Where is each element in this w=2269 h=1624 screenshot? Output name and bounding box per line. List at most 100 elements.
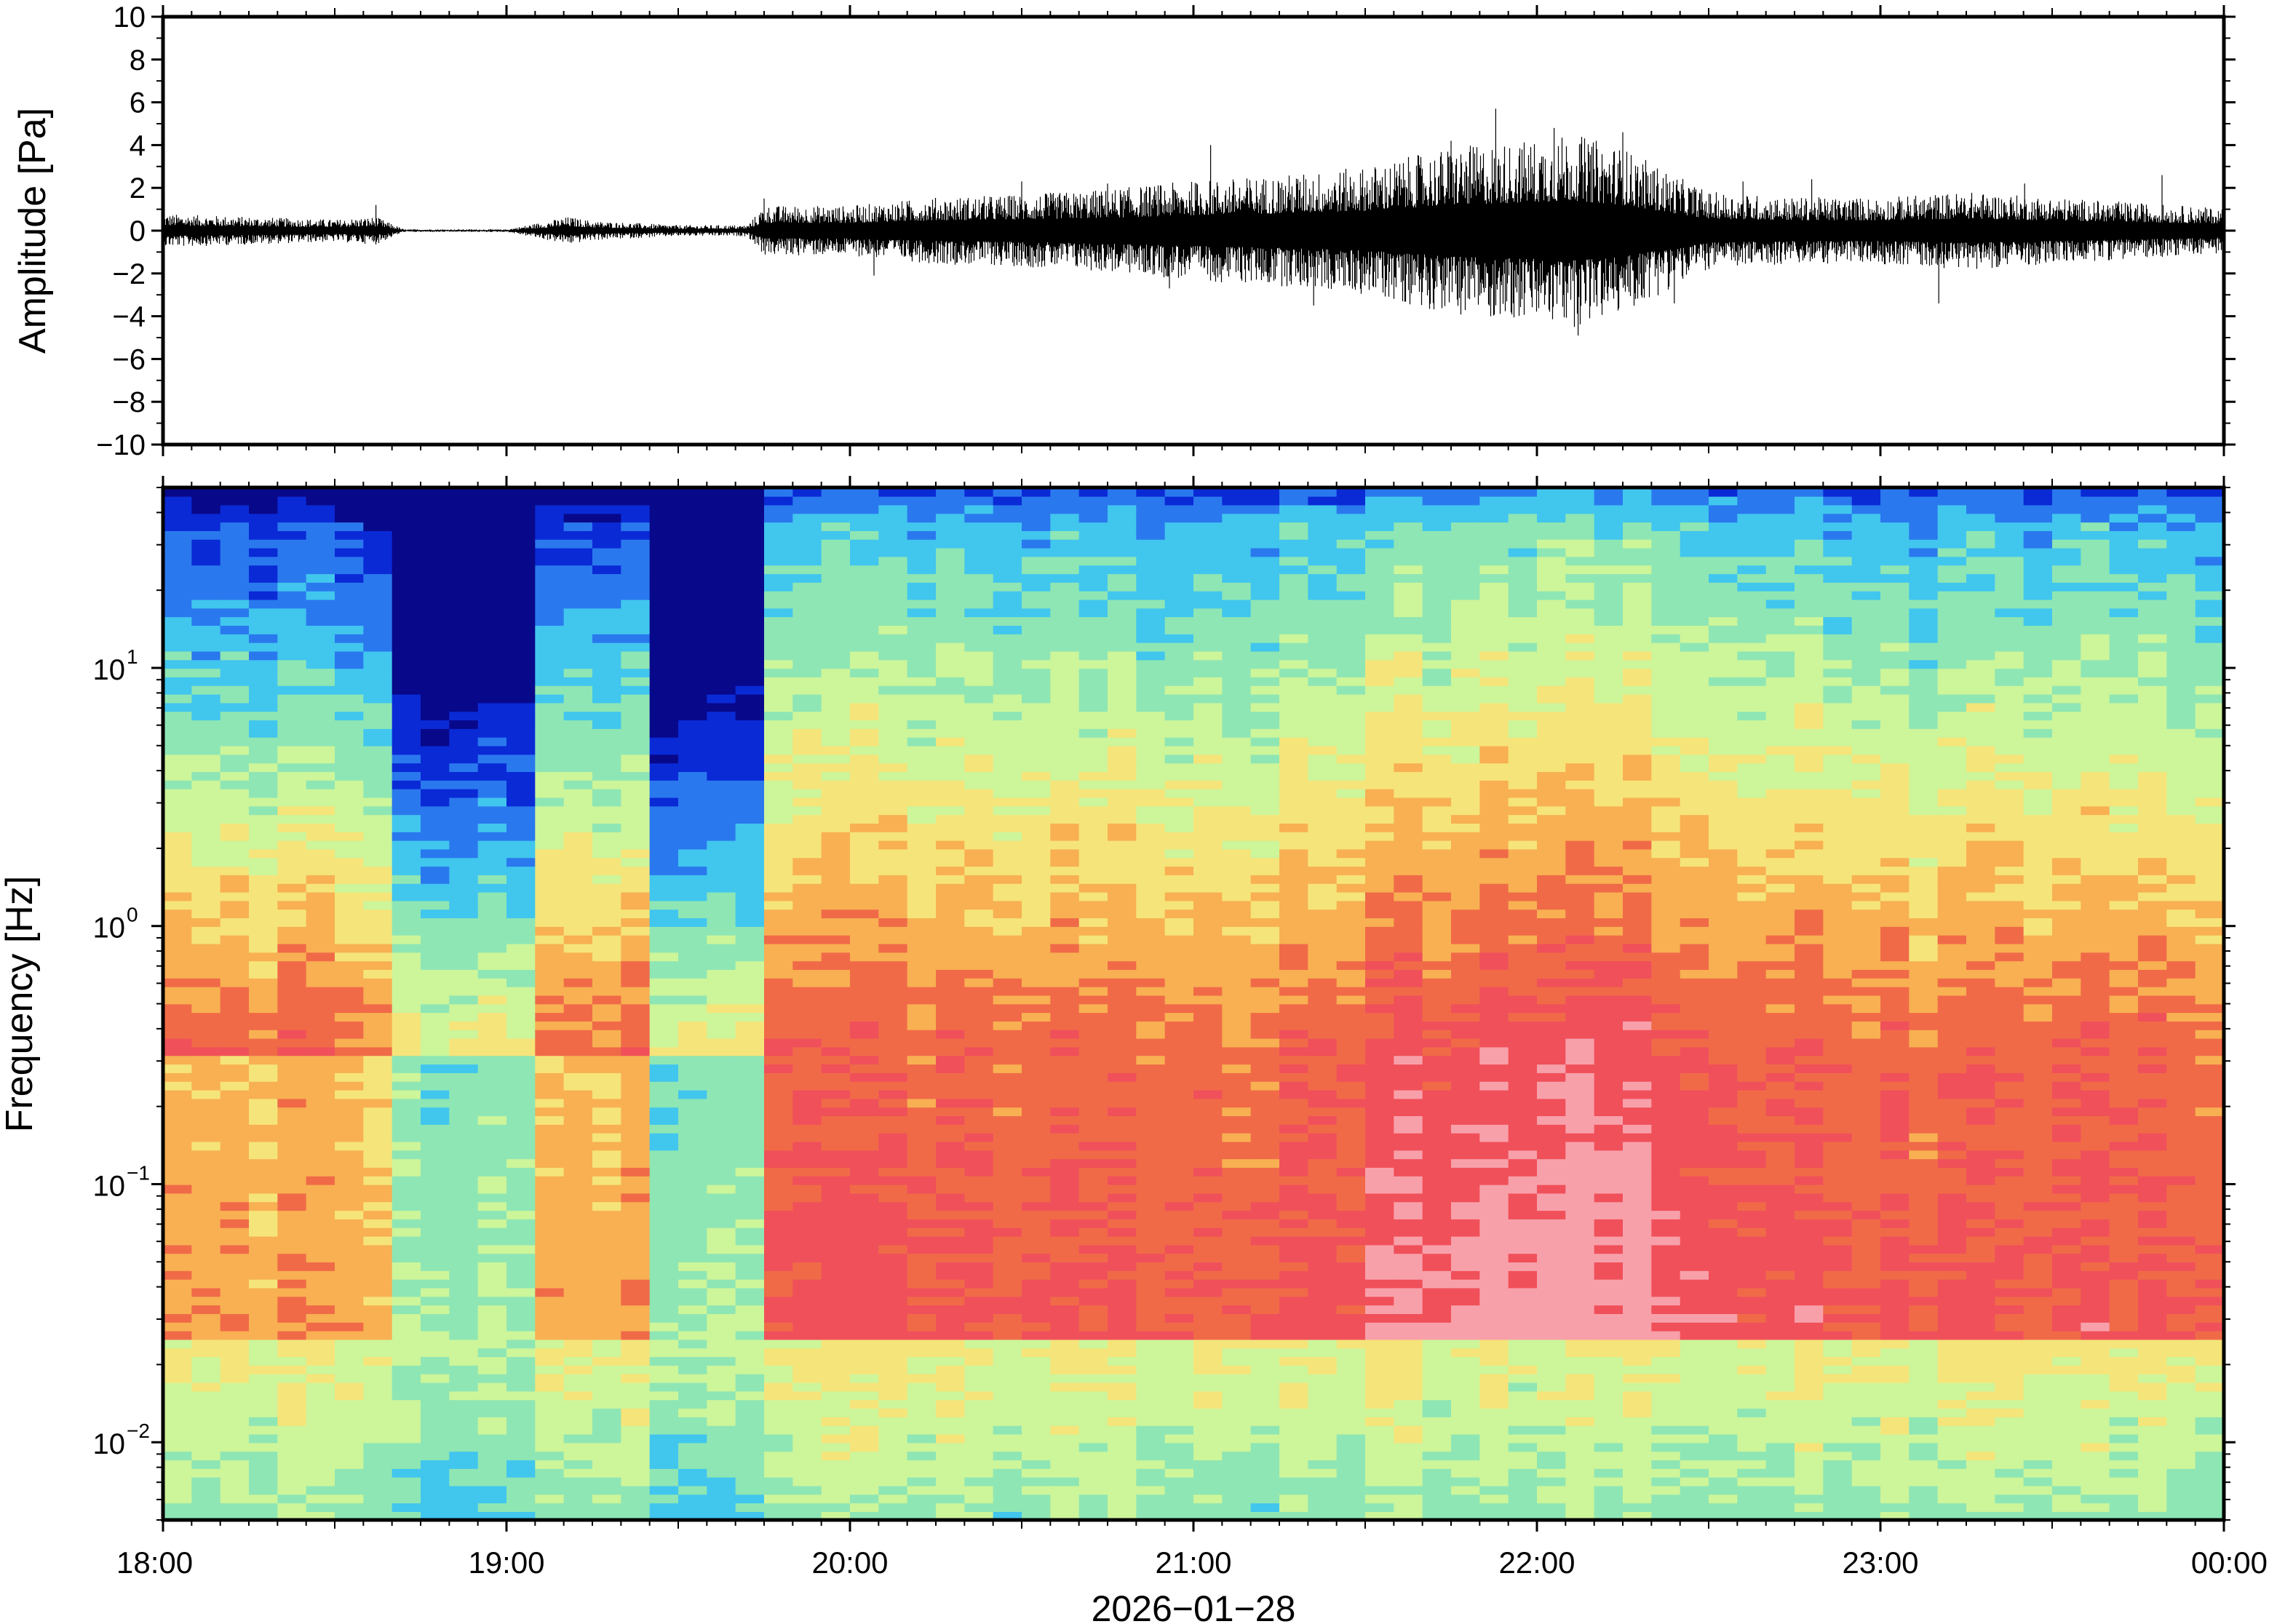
spectrogram-cell <box>277 677 307 686</box>
spectrogram-cell <box>163 823 193 832</box>
spectrogram-cell <box>821 1468 851 1478</box>
spectrogram-cell <box>907 1158 937 1168</box>
spectrogram-cell <box>993 599 1022 609</box>
spectrogram-cell <box>535 616 565 626</box>
spectrogram-cell <box>306 1417 335 1426</box>
spectrogram-cell <box>1164 814 1194 824</box>
spectrogram-cell <box>678 1408 708 1417</box>
spectrogram-cell <box>850 495 880 506</box>
spectrogram-cell <box>1250 1382 1280 1392</box>
spectrogram-cell <box>163 504 193 514</box>
spectrogram-cell <box>191 634 221 643</box>
spectrogram-cell <box>1250 1278 1280 1289</box>
spectrogram-cell <box>964 1080 994 1091</box>
spectrogram-cell <box>878 814 908 824</box>
spectrogram-cell <box>421 556 450 566</box>
spectrogram-cell <box>306 1021 335 1030</box>
spectrogram-cell <box>421 866 450 875</box>
spectrogram-cell <box>220 513 250 523</box>
spectrogram-cell <box>1108 1089 1137 1099</box>
spectrogram-cell <box>792 745 822 755</box>
spectrogram-cell <box>449 1322 479 1332</box>
spectrogram-cell <box>621 1038 651 1048</box>
spectrogram-cell <box>964 1141 994 1151</box>
spectrogram-cell <box>621 1072 651 1082</box>
spectrogram-cell <box>163 1365 193 1374</box>
spectrogram-cell <box>792 943 822 953</box>
spectrogram-cell <box>1250 1227 1280 1237</box>
spectrogram-cell <box>449 1107 479 1117</box>
spectrogram-cell <box>1193 1373 1223 1383</box>
spectrogram-cell <box>277 943 307 953</box>
spectrogram-cell <box>1164 565 1194 575</box>
spectrogram-cell <box>306 728 335 738</box>
spectrogram-cell <box>335 677 365 686</box>
spectrogram-cell <box>678 1072 708 1082</box>
spectrogram-cell <box>764 1089 794 1099</box>
spectrogram-cell <box>277 960 307 971</box>
spectrogram-cell <box>1050 1029 1080 1039</box>
spectrogram-cell <box>735 986 765 996</box>
spectrogram-cell <box>335 943 365 953</box>
spectrogram-cell <box>363 513 393 523</box>
spectrogram-cell <box>993 1485 1022 1495</box>
spectrogram-cell <box>821 1227 851 1237</box>
spectrogram-cell <box>707 1305 736 1315</box>
spectrogram-cell <box>220 1348 250 1358</box>
spectrogram-cell <box>993 693 1022 704</box>
spectrogram-cell <box>1078 530 1108 540</box>
spectrogram-cell <box>1222 848 1252 859</box>
spectrogram-cell <box>392 538 421 549</box>
spectrogram-cell <box>535 608 565 618</box>
spectrogram-cell <box>1279 1485 1309 1495</box>
spectrogram-cell <box>363 1330 393 1340</box>
spectrogram-cell <box>477 1476 507 1486</box>
spectrogram-cell <box>1164 960 1194 971</box>
spectrogram-cell <box>1193 1399 1223 1409</box>
spectrogram-cell <box>850 780 880 789</box>
spectrogram-cell <box>306 573 335 583</box>
spectrogram-cell <box>621 832 651 841</box>
spectrogram-cell <box>621 918 651 927</box>
spectrogram-cell <box>363 900 393 910</box>
spectrogram-cell <box>1136 616 1166 626</box>
spectrogram-cell <box>735 1244 765 1254</box>
spectrogram-cell <box>306 1055 335 1065</box>
spectrogram-cell <box>277 1468 307 1478</box>
spectrogram-cell <box>1250 1244 1280 1254</box>
spectrogram-cell <box>792 608 822 618</box>
spectrogram-cell <box>1222 659 1252 669</box>
spectrogram-cell <box>421 1373 450 1383</box>
spectrogram-cell <box>249 1433 279 1444</box>
spectrogram-cell <box>335 642 365 652</box>
spectrogram-cell <box>306 1029 335 1039</box>
spectrogram-cell <box>249 608 279 618</box>
spectrogram-cell <box>1193 1253 1223 1263</box>
spectrogram-cell <box>363 1356 393 1366</box>
spectrogram-cell <box>707 1451 736 1461</box>
spectrogram-cell <box>249 1399 279 1409</box>
spectrogram-cell <box>850 1485 880 1495</box>
spectrogram-cell <box>850 978 880 987</box>
spectrogram-cell <box>792 969 822 979</box>
spectrogram-cell <box>506 487 536 497</box>
spectrogram-cell <box>1022 1305 1052 1315</box>
spectrogram-cell <box>1050 590 1080 600</box>
spectrogram-cell <box>220 1442 250 1452</box>
spectrogram-cell <box>1164 1193 1194 1203</box>
spectrogram-cell <box>306 711 335 721</box>
spectrogram-cell <box>277 1339 307 1349</box>
spectrogram-cell <box>764 1115 794 1125</box>
spectrogram-cell <box>249 1356 279 1366</box>
spectrogram-cell <box>163 1253 193 1263</box>
spectrogram-cell <box>277 1494 307 1504</box>
spectrogram-cell <box>449 1158 479 1168</box>
spectrogram-cell <box>649 1193 679 1203</box>
spectrogram-cell <box>163 1373 193 1383</box>
spectrogram-cell <box>621 1029 651 1039</box>
spectrogram-cell <box>707 1064 736 1073</box>
spectrogram-cell <box>363 1287 393 1297</box>
spectrogram-cell <box>191 538 221 549</box>
spectrogram-cell <box>735 1270 765 1280</box>
spectrogram-cell <box>792 504 822 514</box>
